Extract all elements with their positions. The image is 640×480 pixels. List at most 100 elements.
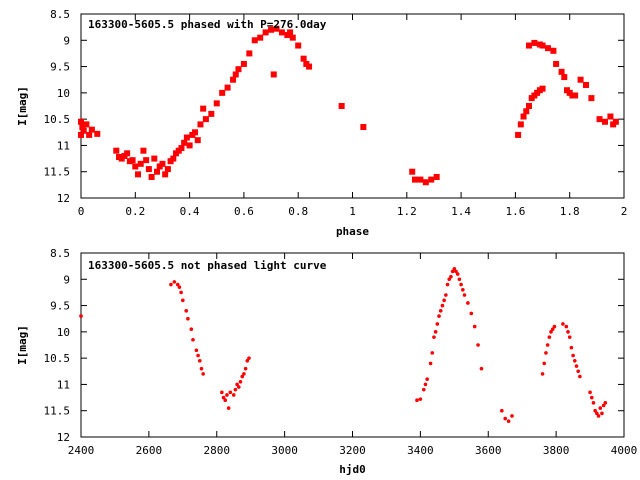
data-point bbox=[433, 173, 440, 180]
data-point bbox=[226, 406, 231, 410]
data-point bbox=[200, 105, 207, 112]
y-tick-label: 11 bbox=[57, 378, 70, 391]
data-point bbox=[83, 121, 90, 128]
data-point bbox=[500, 408, 504, 413]
data-point bbox=[273, 25, 280, 32]
x-tick-label: 2800 bbox=[204, 444, 231, 457]
data-point bbox=[578, 374, 582, 379]
data-point bbox=[596, 116, 603, 123]
data-point bbox=[199, 366, 204, 371]
data-point bbox=[186, 316, 190, 321]
x-tick-label: 1.2 bbox=[397, 205, 417, 218]
data-point bbox=[278, 29, 285, 36]
y-tick-label: 10.5 bbox=[44, 352, 71, 365]
data-point bbox=[457, 277, 462, 282]
data-point bbox=[306, 63, 313, 70]
data-point bbox=[360, 124, 367, 131]
data-point bbox=[287, 29, 294, 36]
data-point bbox=[572, 92, 579, 99]
data-point bbox=[219, 89, 226, 96]
x-tick-label: 3000 bbox=[271, 444, 298, 457]
data-point bbox=[469, 311, 474, 316]
x-tick-label: 2600 bbox=[136, 444, 163, 457]
data-point bbox=[338, 103, 345, 109]
data-point bbox=[435, 322, 440, 326]
data-point bbox=[574, 364, 579, 368]
data-point bbox=[582, 81, 589, 88]
data-point bbox=[164, 166, 171, 173]
data-point bbox=[566, 330, 570, 334]
data-point bbox=[172, 280, 177, 284]
x-tick-label: 0.6 bbox=[234, 205, 254, 218]
data-point bbox=[550, 47, 557, 54]
data-point bbox=[243, 366, 248, 371]
y-tick-label: 10 bbox=[57, 87, 70, 100]
data-point bbox=[525, 103, 532, 109]
data-point bbox=[539, 85, 546, 92]
data-point bbox=[240, 374, 245, 379]
y-ticks: 8.5 9 9.5 10 10.5 11 11.5 12 bbox=[44, 247, 624, 444]
data-point bbox=[240, 60, 247, 67]
data-point bbox=[432, 335, 436, 339]
data-point bbox=[459, 282, 463, 287]
data-point bbox=[197, 121, 204, 128]
data-point bbox=[433, 330, 438, 334]
data-point bbox=[140, 147, 147, 154]
data-point bbox=[177, 285, 182, 289]
data-point bbox=[445, 282, 450, 287]
data-point bbox=[246, 50, 253, 57]
data-point bbox=[201, 372, 205, 376]
data-point bbox=[593, 408, 597, 413]
data-point bbox=[517, 121, 524, 128]
data-point bbox=[600, 411, 604, 416]
data-point bbox=[444, 293, 448, 297]
data-point bbox=[192, 129, 199, 136]
data-point bbox=[86, 131, 93, 138]
data-point bbox=[415, 398, 419, 403]
data-points bbox=[79, 266, 608, 424]
data-point bbox=[135, 171, 142, 178]
unphased-light-curve-panel: 2400 2600 2800 3000 3200 3400 3600 3800 4000 8.5… bbox=[16, 247, 637, 476]
data-point bbox=[601, 403, 606, 408]
y-tick-label: 11.5 bbox=[44, 405, 71, 418]
data-point bbox=[208, 110, 215, 117]
data-point bbox=[454, 269, 458, 274]
data-point bbox=[418, 397, 423, 401]
data-point bbox=[129, 157, 136, 164]
data-point bbox=[588, 95, 595, 102]
data-point bbox=[191, 337, 195, 342]
data-point bbox=[225, 393, 229, 397]
data-point bbox=[438, 309, 443, 313]
data-point bbox=[417, 176, 424, 183]
data-point bbox=[232, 71, 239, 78]
data-point bbox=[447, 277, 452, 282]
data-point bbox=[295, 42, 302, 49]
data-point bbox=[79, 124, 86, 131]
data-point bbox=[223, 398, 228, 403]
data-point bbox=[186, 142, 193, 149]
chart-title: 163300-5605.5 phased with P=276.0day bbox=[88, 18, 327, 31]
data-point bbox=[189, 327, 194, 332]
x-tick-label: 0.2 bbox=[125, 205, 145, 218]
data-point bbox=[455, 272, 460, 276]
data-point bbox=[181, 139, 188, 146]
x-tick-label: 3200 bbox=[339, 444, 366, 457]
data-point bbox=[428, 176, 435, 183]
data-point bbox=[78, 131, 84, 138]
data-point bbox=[238, 380, 243, 384]
data-point bbox=[425, 377, 429, 381]
x-tick-label: 3400 bbox=[407, 444, 434, 457]
y-axis-label: I[mag] bbox=[16, 325, 29, 365]
data-point bbox=[442, 298, 446, 303]
data-point bbox=[148, 173, 155, 180]
data-point bbox=[169, 282, 173, 287]
data-point bbox=[596, 414, 601, 418]
data-point bbox=[571, 353, 575, 358]
data-point bbox=[159, 160, 166, 167]
y-tick-label: 9 bbox=[63, 34, 70, 47]
data-point bbox=[450, 269, 455, 274]
data-point bbox=[531, 39, 538, 46]
data-point bbox=[503, 416, 508, 421]
data-point bbox=[178, 145, 185, 152]
data-point bbox=[88, 126, 95, 133]
